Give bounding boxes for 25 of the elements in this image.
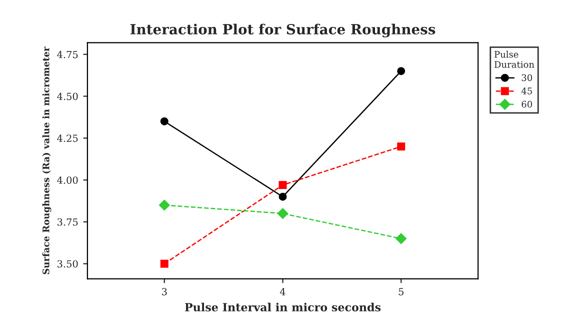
legend-label: 60 xyxy=(522,100,532,108)
legend-label: 45 xyxy=(521,88,532,94)
y-tick-label: 4.00 xyxy=(57,176,78,184)
x-tick-label: 3 xyxy=(162,288,167,296)
point xyxy=(397,67,406,76)
y-tick-label: 4.25 xyxy=(57,134,78,142)
point xyxy=(396,233,407,244)
y-tick-label: 3.50 xyxy=(58,260,78,268)
point xyxy=(278,192,287,201)
legend-label: 30 xyxy=(522,74,532,82)
x-tick-label: 4 xyxy=(280,288,286,296)
y-tick-label: 4.75 xyxy=(57,50,78,58)
point xyxy=(397,142,406,150)
point xyxy=(158,200,170,211)
y-axis-title: Surface Roughness (Ra) value in micrometer xyxy=(42,46,52,274)
y-tick-label: 3.75 xyxy=(58,218,78,226)
legend-title: Pulse Duration xyxy=(494,50,534,68)
point xyxy=(160,260,168,268)
point xyxy=(278,181,287,189)
point xyxy=(277,208,288,219)
x-axis-title: Pulse Interval in micro seconds xyxy=(184,302,381,312)
point xyxy=(160,117,168,126)
chart-title: Interaction Plot for Surface Roughness xyxy=(130,24,436,38)
x-tick-label: 5 xyxy=(398,288,404,296)
y-tick-label: 4.50 xyxy=(57,92,78,100)
